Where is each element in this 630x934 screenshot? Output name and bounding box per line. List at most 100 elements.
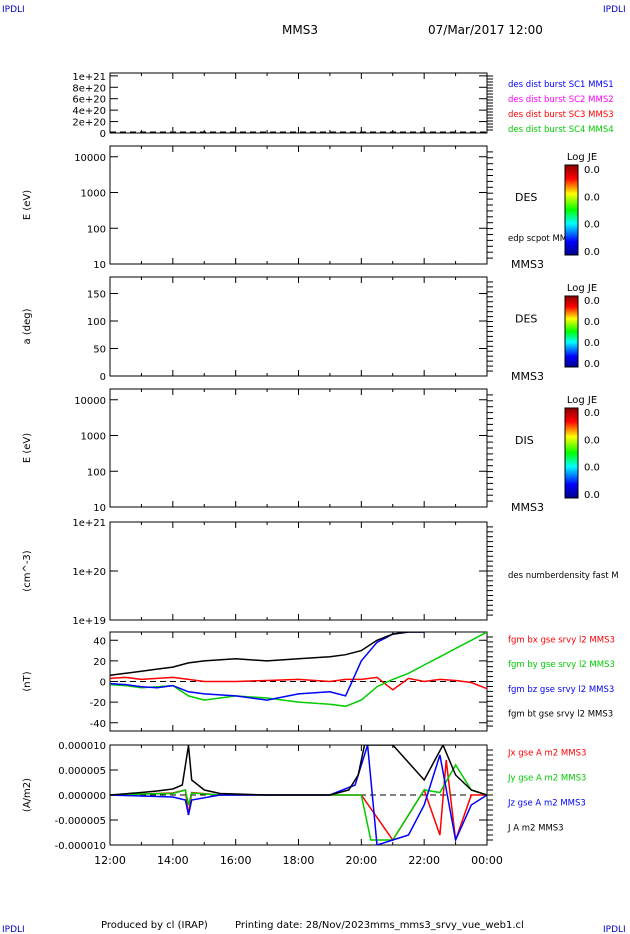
panel-frame <box>109 388 488 508</box>
y-tick-label: 2e+20 <box>72 118 106 129</box>
footer-product: mms_mms3_srvy_vue_web1.cl <box>370 920 524 931</box>
spacecraft-label: MMS3 <box>511 501 544 514</box>
y-tick-label: 0 <box>100 129 106 140</box>
logo-left: IPDLI <box>2 5 25 15</box>
y-tick-label: 1e+21 <box>72 72 106 83</box>
y-tick-label: 100 <box>87 317 106 328</box>
x-tick-label: 14:00 <box>157 854 189 867</box>
y-tick-label: -40 <box>90 719 106 730</box>
y-axis-label: (nT) <box>22 671 33 691</box>
x-tick-label: 18:00 <box>283 854 315 867</box>
panel-des-energy: 10000 1000 100 10 E (eV) DES edp scpot MMS3 MMS… <box>22 145 600 271</box>
colorbar-value: 0.0 <box>584 463 600 474</box>
y-tick-label: -0.000010 <box>55 841 106 852</box>
colorbar-value: 0.0 <box>584 359 600 370</box>
y-tick-label: 150 <box>87 290 106 301</box>
y-tick-label: 10 <box>93 260 106 271</box>
y-tick-label: 4e+20 <box>72 106 106 117</box>
instrument-label: DES <box>515 191 537 204</box>
series-line <box>110 676 487 691</box>
y-tick-label: -0.000005 <box>55 816 106 827</box>
panel-frame <box>109 145 488 265</box>
colorbar-value: 0.0 <box>584 247 600 258</box>
footer-logo-left: IPDLI <box>2 925 25 934</box>
y-axis-label: E (eV) <box>22 190 33 220</box>
legend-label: des dist burst SC3 MMS3 <box>508 110 614 120</box>
y-tick-label: 10000 <box>74 396 106 407</box>
colorbar-value: 0.0 <box>584 338 600 349</box>
spacecraft-title: MMS3 <box>282 23 318 37</box>
colorbar <box>564 164 579 256</box>
y-axis-label: E (eV) <box>22 433 33 463</box>
y-tick-label: 1000 <box>81 189 106 200</box>
instrument-label: DIS <box>515 434 534 447</box>
panel-des-pitch: 150 100 50 0 a (deg) DES MMS3 Log JE 0.0 0.0 0.0 0.… <box>22 276 600 383</box>
panel-frame <box>109 72 488 134</box>
y-tick-label: 10 <box>93 503 106 514</box>
panel-dis-energy: 10000 1000 100 10 E (eV) DIS MMS3 Log JE 0.0 0.0 0… <box>22 388 600 514</box>
y-tick-label: 40 <box>93 636 106 647</box>
x-tick-label: 20:00 <box>345 854 377 867</box>
y-tick-label: 10000 <box>74 153 106 164</box>
y-tick-label: 0 <box>100 372 106 383</box>
y-tick-label: 100 <box>87 467 106 478</box>
y-tick-label: 100 <box>87 224 106 235</box>
legend-label: fgm bx gse srvy l2 MMS3 <box>508 635 615 645</box>
colorbar-title: Log JE <box>567 395 597 406</box>
x-tick-label: 16:00 <box>220 854 252 867</box>
x-tick-label: 12:00 <box>94 854 126 867</box>
series-line <box>110 763 487 841</box>
colorbar-value: 0.0 <box>584 296 600 307</box>
footer-produced-by: Produced by cl (IRAP) <box>101 920 208 931</box>
series-line <box>110 632 487 708</box>
logo-right: IPDLI <box>603 5 626 15</box>
legend-label: des dist burst SC1 MMS1 <box>508 80 614 90</box>
legend-label: fgm by gse srvy l2 MMS3 <box>508 660 615 670</box>
colorbar-title: Log JE <box>567 283 597 294</box>
legend-label: des dist burst SC2 MMS2 <box>508 95 614 105</box>
legend-label: des dist burst SC4 MMS4 <box>508 125 614 135</box>
footer-printing-date: Printing date: 28/Nov/2023 <box>235 920 370 931</box>
x-tick-label: 22:00 <box>408 854 440 867</box>
spacecraft-label: MMS3 <box>511 370 544 383</box>
legend-label: Jy gse A m2 MMS3 <box>507 774 586 784</box>
legend-label: J A m2 MMS3 <box>507 824 564 834</box>
panel-current: 0.000010 0.000005 0.000000 -0.000005 -0.0000… <box>22 741 586 852</box>
y-axis-label: (A/m2) <box>22 778 33 812</box>
y-tick-label: 0.000005 <box>58 766 106 777</box>
y-tick-label: 0 <box>100 678 106 689</box>
colorbar-title: Log JE <box>567 152 597 163</box>
series-line <box>110 632 425 701</box>
y-tick-label: 8e+20 <box>72 83 106 94</box>
colorbar <box>564 407 579 499</box>
series-line <box>110 632 425 677</box>
y-tick-label: 1000 <box>81 432 106 443</box>
time-axis: 12:00 14:00 16:00 18:00 20:00 22:00 00:00 <box>94 854 503 867</box>
overlay-label: edp scpot MMS3 <box>508 234 578 244</box>
y-tick-label: -20 <box>90 698 106 709</box>
colorbar-value: 0.0 <box>584 317 600 328</box>
legend-label: fgm bt gse srvy l2 MMS3 <box>508 710 613 720</box>
spacecraft-label: MMS3 <box>511 258 544 271</box>
instrument-label: DES <box>515 313 537 326</box>
legend-label: Jx gse A m2 MMS3 <box>507 749 586 759</box>
legend-label: fgm bz gse srvy l2 MMS3 <box>508 685 614 695</box>
y-tick-label: 1e+21 <box>72 518 106 529</box>
footer-logo-right: IPDLI <box>603 925 626 934</box>
y-tick-label: 1e+20 <box>72 567 106 578</box>
colorbar-value: 0.0 <box>584 165 600 176</box>
y-axis-label: a (deg) <box>22 308 33 344</box>
panel-frame <box>109 521 488 621</box>
colorbar-value: 0.0 <box>584 220 600 231</box>
series-line <box>110 745 487 845</box>
x-tick-label: 00:00 <box>471 854 503 867</box>
y-tick-label: 6e+20 <box>72 95 106 106</box>
y-tick-label: 0.000000 <box>58 791 106 802</box>
y-tick-label: 0.000010 <box>58 741 106 752</box>
series-line <box>110 745 487 796</box>
y-tick-label: 20 <box>93 657 106 668</box>
series-group <box>110 745 487 845</box>
legend-label: Jz gse A m2 MMS3 <box>507 799 586 809</box>
